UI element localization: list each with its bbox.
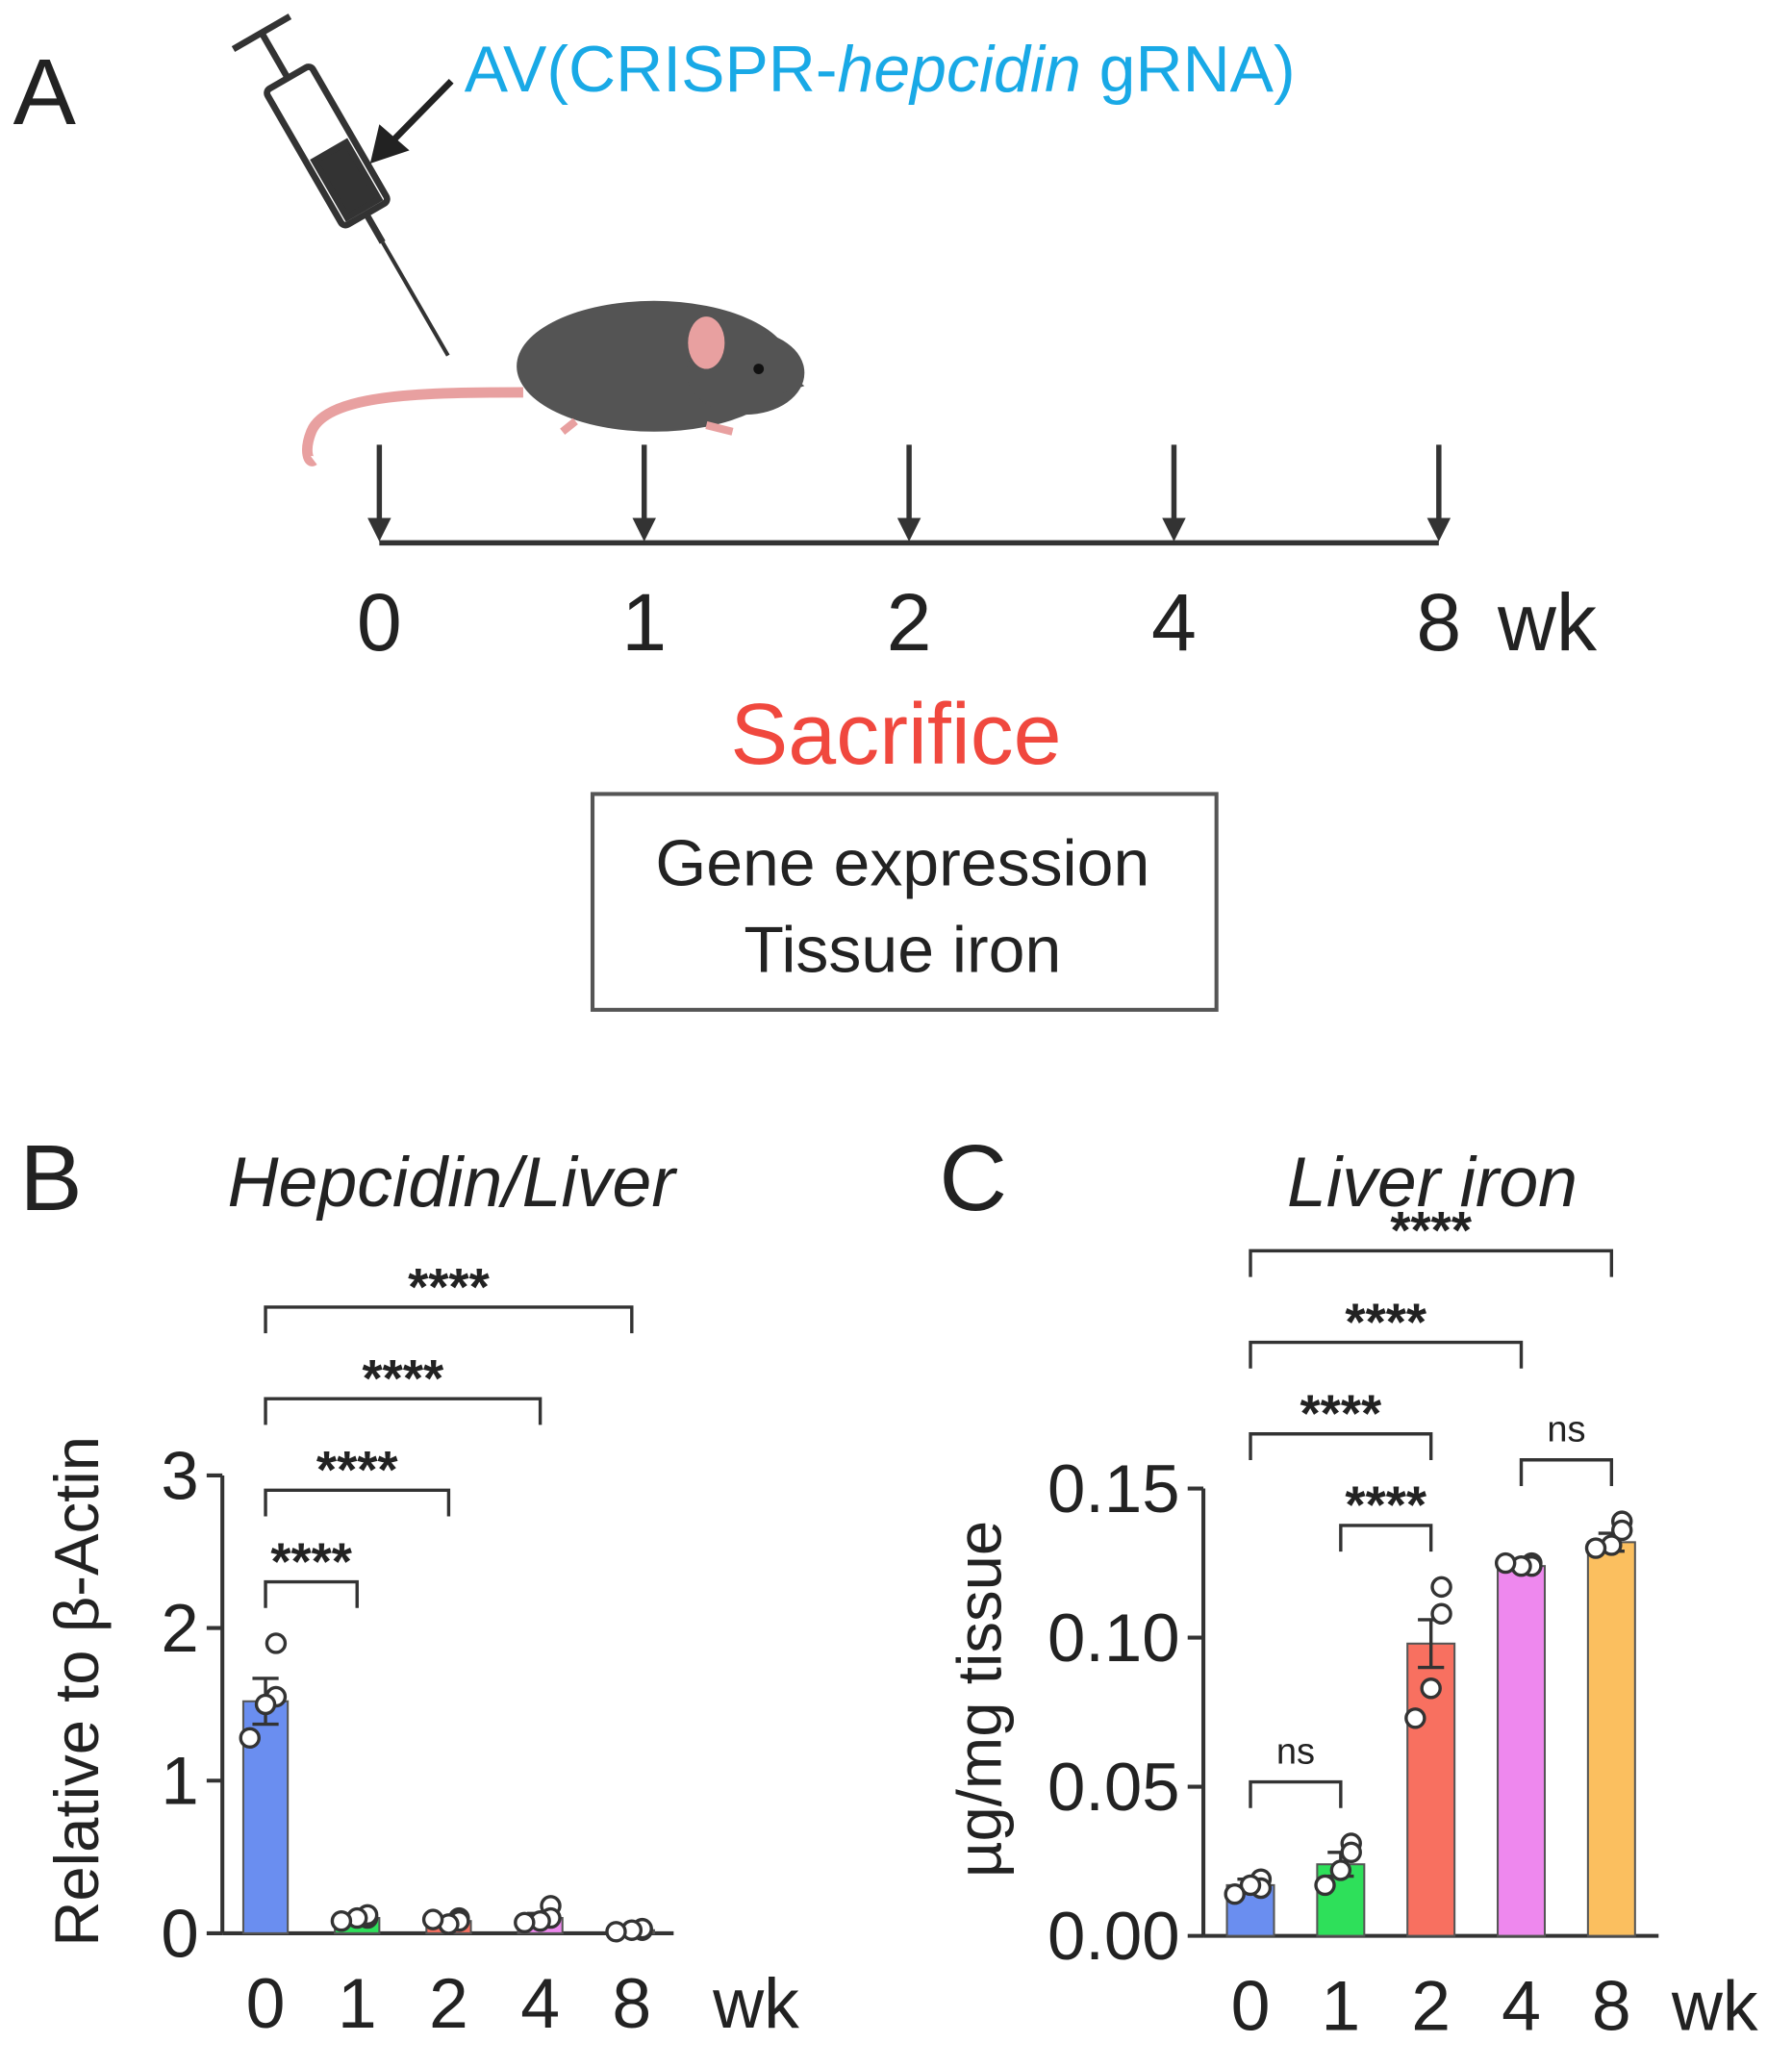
sacrifice-label: Sacrifice [730, 687, 1061, 783]
data-point [1340, 1841, 1362, 1864]
bar [1497, 1565, 1547, 1937]
injection-text: gRNA) [1081, 33, 1296, 106]
timeline-label: 1 [621, 577, 667, 668]
comparison-bracket [1339, 1524, 1433, 1552]
data-point [605, 1921, 627, 1943]
data-point [1314, 1874, 1336, 1897]
significance-label: ns [1276, 1732, 1315, 1773]
y-tick-label: 3 [161, 1437, 198, 1513]
significance-label: **** [408, 1257, 490, 1316]
y-axis-label: µg/mg tissue [944, 1521, 1014, 1878]
panel-label: A [13, 38, 77, 144]
significance-label: **** [270, 1532, 352, 1591]
timeline-label: 8 [1416, 577, 1461, 668]
readout-box [590, 792, 1219, 1012]
significance-label: **** [316, 1441, 398, 1500]
readout: Tissue iron [744, 913, 1061, 986]
x-axis-label: wk [1671, 1967, 1758, 2046]
comparison-bracket [1249, 1340, 1524, 1369]
arrow-head [896, 517, 921, 542]
comparison-bracket [264, 1305, 634, 1334]
data-point [1584, 1537, 1607, 1559]
timeline-unit: wk [1497, 577, 1598, 668]
data-point [1430, 1602, 1452, 1625]
significance-label: ns [1547, 1410, 1585, 1450]
y-tick-label: 0.00 [1047, 1898, 1180, 1974]
comparison-bracket [264, 1579, 359, 1608]
comparison-bracket [1249, 1779, 1343, 1808]
data-point [239, 1727, 261, 1750]
x-tick-label: 4 [520, 1964, 560, 2043]
x-tick-label: 2 [429, 1964, 468, 2043]
panel-label: C [939, 1124, 1007, 1230]
arrow-head [367, 517, 391, 542]
arrow-head [632, 517, 656, 542]
data-point [1239, 1874, 1262, 1897]
comparison-bracket [264, 1397, 543, 1425]
x-tick-label: 8 [612, 1964, 651, 2043]
arrow-head [1162, 517, 1186, 542]
data-point [1430, 1576, 1452, 1599]
data-point [514, 1911, 536, 1934]
significance-label: **** [1390, 1201, 1472, 1260]
bar [1586, 1541, 1636, 1937]
significance-label: **** [1345, 1475, 1426, 1534]
comparison-bracket [1519, 1458, 1614, 1486]
y-tick-label: 0.05 [1047, 1749, 1180, 1825]
data-point [1404, 1707, 1426, 1729]
readout: Gene expression [655, 827, 1149, 900]
data-point [265, 1632, 288, 1654]
y-tick-label: 1 [161, 1743, 198, 1819]
x-tick-label: 8 [1592, 1967, 1631, 2046]
x-tick-label: 4 [1502, 1967, 1541, 2046]
timeline-label: 2 [887, 577, 932, 668]
injection-label: AV(CRISPR-hepcidin gRNA) [465, 33, 1296, 106]
y-tick-label: 0.15 [1047, 1450, 1180, 1526]
data-point [254, 1693, 277, 1716]
data-point [1611, 1519, 1633, 1542]
injection-gene: hepcidin [838, 33, 1081, 106]
comparison-bracket [1249, 1248, 1614, 1277]
comparison-bracket [1249, 1432, 1433, 1460]
panel-label: B [19, 1124, 82, 1230]
arrow-head [1426, 517, 1451, 542]
data-point [421, 1908, 444, 1930]
significance-label: **** [363, 1349, 444, 1407]
syringe [231, 13, 450, 357]
data-point [1329, 1859, 1352, 1881]
significance-label: **** [1345, 1293, 1426, 1351]
y-axis-label: Relative to β-Actin [41, 1436, 112, 1947]
x-tick-label: 2 [1411, 1967, 1451, 2046]
chart: C Liver iron µg/mg tissue 0.00 0.05 0.10 0.15 0… [939, 1124, 1758, 2046]
x-axis-label: wk [712, 1964, 799, 2043]
comparison-bracket [264, 1488, 451, 1517]
injection-text: AV(CRISPR- [465, 33, 838, 106]
x-tick-label: 0 [1231, 1967, 1271, 2046]
arrow [369, 78, 454, 164]
data-point [1420, 1677, 1442, 1700]
data-point [330, 1909, 353, 1932]
timeline-points: 0 1 2 4 8 [357, 444, 1461, 668]
x-tick-label: 1 [1321, 1967, 1360, 2046]
y-tick-label: 0.10 [1047, 1600, 1180, 1676]
x-tick-label: 0 [246, 1964, 286, 2043]
x-tick-label: 1 [338, 1964, 377, 2043]
timeline-label: 0 [357, 577, 402, 668]
chart-title: Liver iron [1287, 1143, 1577, 1222]
data-point [1224, 1882, 1246, 1905]
y-tick-label: 2 [161, 1590, 198, 1666]
significance-label: **** [1300, 1384, 1382, 1443]
chart-title: Hepcidin/Liver [228, 1143, 678, 1222]
y-tick-label: 0 [161, 1895, 198, 1971]
timeline-label: 4 [1151, 577, 1197, 668]
data-point [1494, 1551, 1517, 1575]
mouse [302, 300, 805, 467]
